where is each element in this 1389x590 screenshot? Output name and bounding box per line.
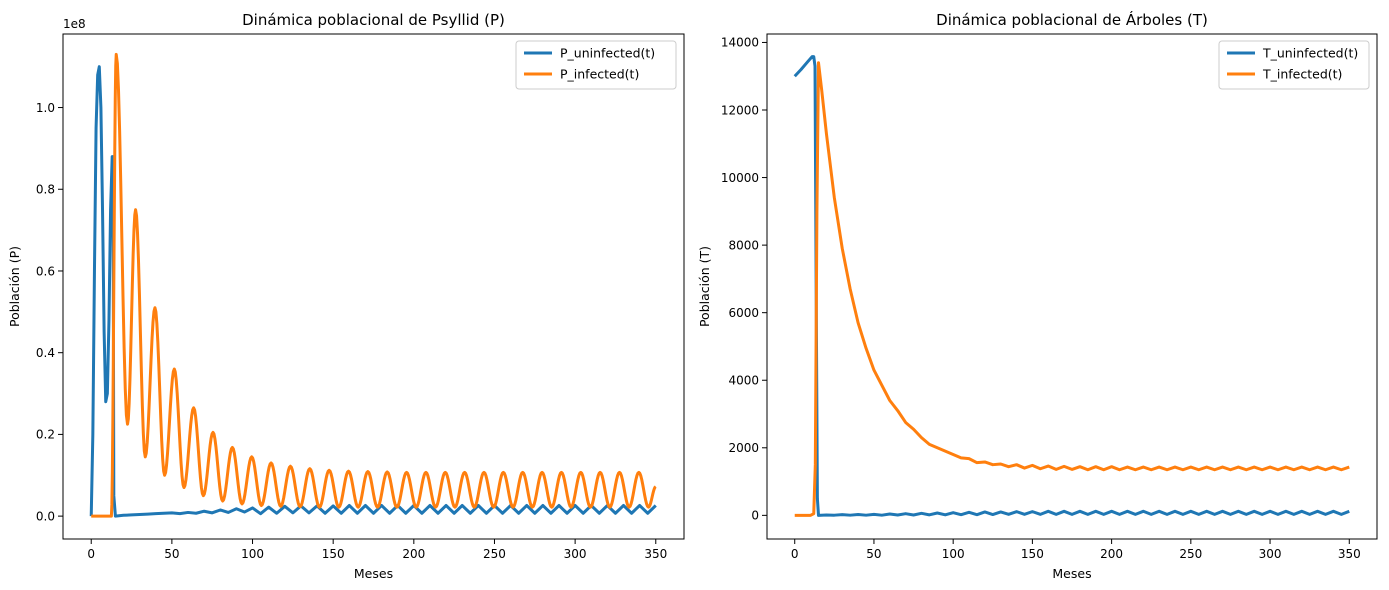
- axes-frame: [62, 33, 685, 540]
- legend-label: P_infected(t): [560, 67, 639, 82]
- legend-label: T_uninfected(t): [1262, 46, 1358, 61]
- y-axis-label: Población (T): [697, 246, 712, 327]
- y-tick-label: 10000: [721, 171, 759, 185]
- y-axis-label: Población (P): [7, 246, 22, 327]
- x-tick-label: 0: [87, 547, 95, 561]
- x-tick-label: 150: [1021, 547, 1044, 561]
- x-tick-label: 100: [241, 547, 264, 561]
- y-tick-label: 0.6: [36, 264, 55, 278]
- x-tick-label: 100: [942, 547, 965, 561]
- y-tick-label: 0.2: [36, 428, 55, 442]
- y-tick-label: 0: [751, 509, 759, 523]
- series-line-t-uninfected-t-: [793, 55, 1350, 517]
- x-tick-label: 0: [791, 547, 799, 561]
- legend-label: T_infected(t): [1262, 67, 1342, 82]
- y-tick-label: 2000: [728, 441, 759, 455]
- y-tick-label: 0.0: [36, 509, 55, 523]
- chart-title: Dinámica poblacional de Árboles (T): [936, 10, 1208, 29]
- legend-box: [1218, 40, 1370, 90]
- legend: P_uninfected(t) P_infected(t): [515, 40, 677, 90]
- legend-box: [515, 40, 677, 90]
- y-offset-text: 1e8: [63, 17, 86, 31]
- x-tick-label: 50: [866, 547, 881, 561]
- y-tick-label: 0.4: [36, 346, 55, 360]
- x-tick-label: 200: [1100, 547, 1123, 561]
- x-tick-label: 250: [1179, 547, 1202, 561]
- y-tick-label: 8000: [728, 238, 759, 252]
- y-tick-label: 4000: [728, 374, 759, 388]
- series-line-p-infected-t-: [91, 52, 657, 518]
- legend: T_uninfected(t) T_infected(t): [1218, 40, 1370, 90]
- x-tick-label: 250: [483, 547, 506, 561]
- legend-label: P_uninfected(t): [560, 46, 655, 61]
- x-tick-label: 350: [644, 547, 667, 561]
- psyllid-chart: Dinámica poblacional de Psyllid (P) 0 50 10…: [7, 11, 685, 581]
- chart-title: Dinámica poblacional de Psyllid (P): [242, 11, 505, 29]
- series-line-t-infected-t-: [794, 61, 1350, 517]
- series-group: [793, 55, 1350, 517]
- axes-frame: [766, 33, 1378, 540]
- x-tick-label: 350: [1338, 547, 1361, 561]
- series-group: [89, 52, 657, 518]
- series-line-p-uninfected-t-: [89, 65, 657, 518]
- trees-chart: Dinámica poblacional de Árboles (T) 0 50 10…: [697, 10, 1378, 581]
- x-axis-label: Meses: [354, 566, 393, 581]
- y-tick-label: 6000: [728, 306, 759, 320]
- y-tick-label: 14000: [721, 36, 759, 50]
- x-tick-label: 300: [564, 547, 587, 561]
- y-tick-label: 1.0: [36, 101, 55, 115]
- x-tick-label: 300: [1259, 547, 1282, 561]
- y-tick-label: 12000: [721, 103, 759, 117]
- x-tick-label: 150: [322, 547, 345, 561]
- x-tick-label: 200: [402, 547, 425, 561]
- y-tick-label: 0.8: [36, 183, 55, 197]
- x-tick-label: 50: [164, 547, 179, 561]
- x-axis-label: Meses: [1052, 566, 1091, 581]
